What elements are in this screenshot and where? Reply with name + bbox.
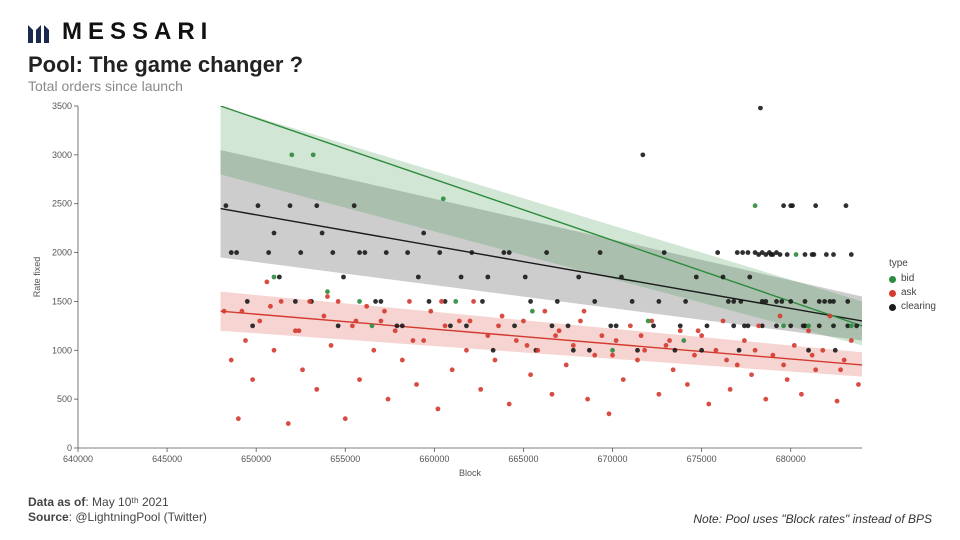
legend-dot-icon <box>889 290 896 297</box>
svg-text:Block: Block <box>459 468 482 478</box>
svg-text:665000: 665000 <box>508 454 538 464</box>
scatter-chart: 0 500 1000 1500 2000 2500 3000 3500 640000 645000… <box>28 98 932 478</box>
legend-label: bid <box>901 272 914 286</box>
svg-text:3500: 3500 <box>52 101 72 111</box>
svg-text:0: 0 <box>67 443 72 453</box>
legend-item-ask: ask <box>889 286 936 300</box>
svg-text:675000: 675000 <box>687 454 717 464</box>
legend-item-bid: bid <box>889 272 936 286</box>
data-as-of-label: Data as of <box>28 495 85 509</box>
legend: type bidaskclearing <box>889 258 936 314</box>
svg-text:500: 500 <box>57 394 72 404</box>
svg-text:660000: 660000 <box>419 454 449 464</box>
svg-text:2000: 2000 <box>52 248 72 258</box>
legend-title: type <box>889 258 936 269</box>
legend-item-clearing: clearing <box>889 300 936 314</box>
footer-note: Note: Pool uses "Block rates" instead of… <box>693 512 932 526</box>
svg-text:Rate fixed: Rate fixed <box>32 257 42 298</box>
page-subtitle: Total orders since launch <box>28 78 932 94</box>
svg-text:680000: 680000 <box>776 454 806 464</box>
svg-text:1500: 1500 <box>52 296 72 306</box>
source-value: @LightningPool (Twitter) <box>75 510 207 524</box>
source-label: Source <box>28 510 69 524</box>
messari-logo-icon <box>28 21 56 43</box>
svg-text:670000: 670000 <box>598 454 628 464</box>
page: MESSARI Pool: The game changer ? Total o… <box>0 0 960 540</box>
svg-text:1000: 1000 <box>52 345 72 355</box>
page-title: Pool: The game changer ? <box>28 52 932 78</box>
footer: Data as of: May 10ᵗʰ 2021 Source: @Light… <box>28 495 932 526</box>
legend-dot-icon <box>889 276 896 283</box>
brand-header: MESSARI <box>28 18 932 46</box>
svg-text:655000: 655000 <box>330 454 360 464</box>
svg-text:650000: 650000 <box>241 454 271 464</box>
legend-label: ask <box>901 286 917 300</box>
svg-text:640000: 640000 <box>63 454 93 464</box>
chart-container: 0 500 1000 1500 2000 2500 3000 3500 640000 645000… <box>28 98 932 478</box>
legend-dot-icon <box>889 304 896 311</box>
svg-text:645000: 645000 <box>152 454 182 464</box>
svg-text:3000: 3000 <box>52 150 72 160</box>
data-as-of-value: May 10ᵗʰ 2021 <box>92 495 169 509</box>
legend-label: clearing <box>901 300 936 314</box>
footer-meta: Data as of: May 10ᵗʰ 2021 Source: @Light… <box>28 495 207 526</box>
svg-text:2500: 2500 <box>52 199 72 209</box>
brand-name: MESSARI <box>62 18 213 46</box>
